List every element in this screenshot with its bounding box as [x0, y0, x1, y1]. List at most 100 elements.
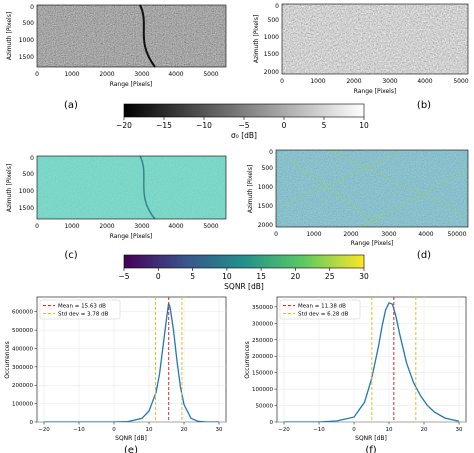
distribution-curve: [44, 303, 220, 422]
sqnr-image-d: [276, 150, 468, 227]
colorbar-sqnr-tick-6: 25: [325, 272, 335, 281]
caption-d: (d): [417, 250, 431, 261]
y-tick-label: 100000: [12, 402, 33, 408]
image-panel-b: Azimuth [Pixels] 0 500 1000 1500 2000 0 …: [253, 3, 469, 111]
x-tick-label: 10: [386, 427, 393, 433]
histogram-f-ylabel: Occurrences: [244, 341, 251, 378]
colorbar-sigma-tick-0: −20: [116, 121, 132, 130]
image-c-xtick-2: 2000: [99, 223, 114, 230]
y-tick-label: 100000: [252, 387, 273, 393]
image-d-xlabel: Range [Pixels]: [351, 240, 394, 247]
image-c-ytick-2: 1000: [19, 188, 34, 195]
x-tick-label: −20: [278, 427, 290, 433]
image-b-xtick-3: 3000: [382, 78, 397, 85]
image-d-ytick-4: 2000: [258, 222, 273, 229]
river-feature-a: [139, 4, 156, 68]
y-tick-label: 350000: [252, 305, 273, 311]
image-panel-a: Azimuth [Pixels] 0 500 1000 1500 0 1000 …: [6, 4, 227, 111]
colorbar-sigma-tick-3: −5: [238, 121, 249, 130]
colorbar-sqnr-gradient: [123, 254, 365, 269]
image-c-ytick-3: 1500: [19, 205, 34, 212]
colorbar-sqnr-label: SQNR [dB]: [224, 282, 264, 291]
sqnr-image-c: [37, 156, 226, 219]
colorbar-sigma: −20 −15 −10 −5 0 5 10 σ₀ [dB]: [116, 103, 369, 140]
image-a-xtick-0: 0: [35, 71, 39, 78]
colorbar-sigma-tick-6: 10: [359, 121, 369, 130]
image-a-xtick-3: 3000: [134, 71, 149, 78]
image-a-ytick-2: 1000: [19, 37, 34, 44]
image-c-xtick-5: 5000: [203, 223, 218, 230]
histogram-e-ticks: −20 −10 0 10 20 30 0 100000 200000 300000 400000 50…: [12, 310, 223, 433]
image-a-ytick-1: 500: [23, 20, 35, 27]
image-b-xlabel: Range [Pixels]: [354, 88, 397, 95]
image-d-xtick-3: 3000: [381, 231, 396, 238]
x-tick-label: 30: [216, 427, 223, 433]
y-tick-label: 150000: [252, 371, 273, 377]
river-feature-c: [139, 155, 156, 220]
image-b-xtick-0: 0: [280, 78, 284, 85]
distribution-curve: [284, 302, 460, 422]
histogram-f: −20 −10 0 10 20 30 0 50000 100000 150000 200000 250…: [244, 296, 467, 453]
x-tick-label: 10: [146, 427, 153, 433]
colorbar-sqnr-tick-2: 5: [190, 272, 195, 281]
x-tick-label: 0: [352, 427, 356, 433]
caption-b: (b): [417, 100, 431, 111]
image-panel-d: Azimuth [Pixels] 0 500 1000 1500 2000 0 …: [247, 149, 469, 261]
caption-c: (c): [64, 250, 77, 261]
histogram-e: −20 −10 0 10 20 30 0 100000 200000 300000 400000 50…: [4, 296, 227, 453]
y-tick-label: 300000: [252, 321, 273, 327]
image-a-ytick-0: 0: [30, 4, 34, 11]
colorbar-sqnr-ticks: [123, 268, 365, 271]
caption-f: (f): [365, 445, 376, 453]
x-tick-label: 30: [456, 427, 463, 433]
histogram-f-marks: [284, 297, 460, 422]
field-lines-d: [284, 149, 469, 228]
image-b-ylabel: Azimuth [Pixels]: [253, 15, 260, 63]
image-c-ytick-1: 500: [23, 171, 35, 178]
colorbar-sqnr-tick-5: 20: [291, 272, 301, 281]
x-tick-label: −10: [313, 427, 325, 433]
sar-image-b: [282, 4, 468, 74]
image-a-xtick-2: 2000: [99, 71, 114, 78]
histogram-f-legend-mean: Mean = 11.38 dB: [298, 304, 346, 310]
image-b-ytick-3: 1500: [264, 51, 279, 58]
caption-e: (e): [124, 445, 138, 453]
image-d-xtick-5: 50000: [447, 231, 466, 238]
field-lines-b: [289, 3, 469, 75]
histogram-e-marks: [44, 297, 220, 422]
image-d-ytick-2: 1000: [258, 184, 273, 191]
colorbar-sqnr-tick-0: −5: [118, 272, 129, 281]
y-tick-label: 600000: [12, 310, 33, 316]
histogram-f-ticks: −20 −10 0 10 20 30 0 50000 100000 150000 200000 250…: [252, 305, 463, 433]
histogram-e-xlabel: SQNR [dB]: [115, 435, 147, 442]
colorbar-sigma-ticks: [123, 117, 365, 120]
y-tick-label: 200000: [12, 383, 33, 389]
colorbar-sigma-tick-4: 0: [282, 121, 287, 130]
y-tick-label: 200000: [252, 354, 273, 360]
image-b-ytick-4: 2000: [264, 69, 279, 76]
image-a-ytick-3: 1500: [19, 54, 34, 61]
image-c-xlabel: Range [Pixels]: [110, 233, 153, 240]
x-tick-label: 20: [421, 427, 428, 433]
image-panel-c: Azimuth [Pixels] 0 500 1000 1500 0 1000 …: [6, 155, 227, 261]
caption-a: (a): [64, 100, 78, 111]
histogram-f-legend-std: Std dev = 6.28 dB: [298, 312, 349, 318]
histogram-e-legend-std: Std dev = 3.78 dB: [58, 312, 109, 318]
colorbar-sigma-label: σ₀ [dB]: [231, 131, 257, 140]
histogram-f-xlabel: SQNR [dB]: [355, 435, 387, 442]
image-b-ytick-1: 500: [268, 17, 280, 24]
y-tick-label: 500000: [12, 328, 33, 334]
x-tick-label: 20: [181, 427, 188, 433]
x-tick-label: 0: [112, 427, 116, 433]
image-d-xtick-4: 4000: [418, 231, 433, 238]
histogram-e-legend: Mean = 15.63 dB Std dev = 3.78 dB: [39, 299, 121, 320]
image-a-xtick-1: 1000: [64, 71, 79, 78]
colorbar-sqnr-tick-3: 10: [222, 272, 232, 281]
image-c-ytick-0: 0: [30, 155, 34, 162]
y-tick-label: 50000: [256, 404, 274, 410]
colorbar-sigma-gradient: [123, 103, 365, 118]
image-b-xtick-1: 1000: [310, 78, 325, 85]
image-c-ylabel: Azimuth [Pixels]: [6, 164, 13, 212]
y-tick-label: 300000: [12, 365, 33, 371]
x-tick-label: −20: [38, 427, 50, 433]
